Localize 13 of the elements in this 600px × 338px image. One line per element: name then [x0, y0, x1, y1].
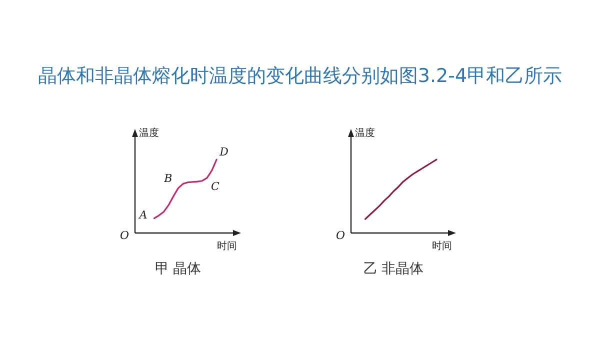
text: O	[120, 229, 129, 242]
y-axis-title: 温度	[355, 127, 375, 139]
annotation: B	[163, 172, 172, 186]
x-axis-title: 时间	[432, 240, 452, 252]
y-axis-title: 温度	[139, 127, 159, 139]
annotation: A	[138, 208, 148, 222]
text: 晶体和非晶体熔化时温度的变化曲线分别如图3.2-4甲和乙所示	[38, 65, 562, 87]
text: O	[336, 229, 345, 242]
text: D	[218, 146, 229, 159]
annotation: C	[211, 180, 220, 193]
x-axis-title: 时间	[217, 240, 237, 252]
text: 甲 晶体	[154, 261, 202, 277]
text: 乙 非晶体	[363, 261, 424, 277]
